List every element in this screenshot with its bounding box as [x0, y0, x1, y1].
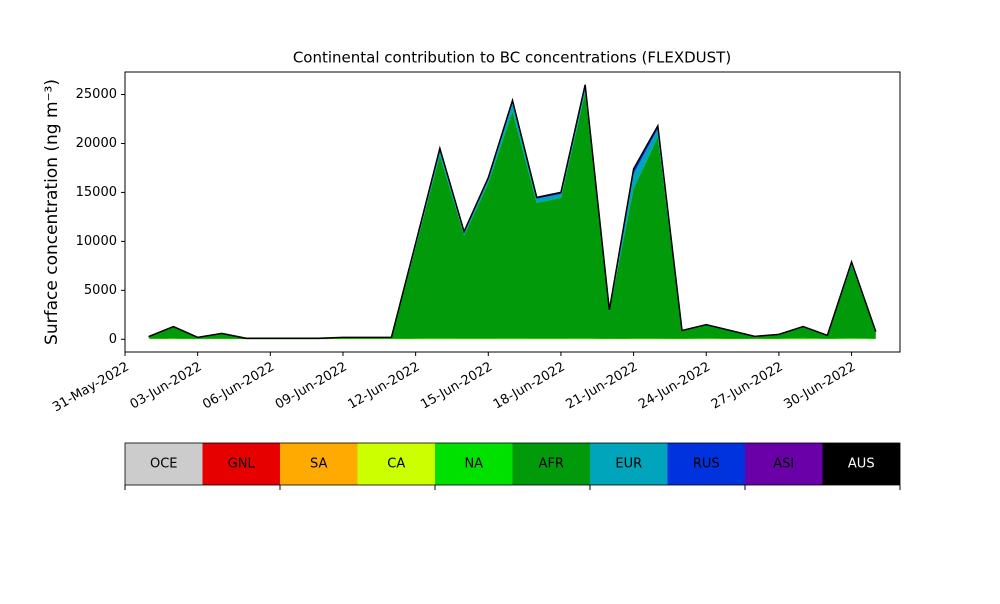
- x-tick-label: 31-May-2022: [50, 360, 132, 416]
- legend-label: AUS: [848, 457, 875, 472]
- legend-label: AFR: [539, 457, 564, 472]
- x-tick-label: 03-Jun-2022: [128, 360, 205, 413]
- y-tick-label: 0: [109, 332, 117, 347]
- y-tick-label: 5000: [84, 283, 117, 298]
- y-tick-label: 25000: [76, 87, 117, 102]
- x-tick-label: 30-Jun-2022: [781, 360, 858, 413]
- legend-label: SA: [310, 457, 327, 472]
- legend-label: ASI: [773, 457, 794, 472]
- y-tick-label: 20000: [76, 136, 117, 151]
- x-tick-label: 12-Jun-2022: [346, 360, 423, 413]
- x-tick-label: 15-Jun-2022: [418, 360, 495, 413]
- x-tick-label: 06-Jun-2022: [200, 360, 277, 413]
- y-axis-label: Surface concentration (ng m⁻³): [42, 79, 62, 345]
- area: [149, 93, 876, 339]
- y-tick-label: 15000: [76, 185, 117, 200]
- legend-label: EUR: [615, 457, 642, 472]
- legend-label: NA: [464, 457, 483, 472]
- chart-title: Continental contribution to BC concentra…: [293, 49, 731, 67]
- legend-label: CA: [387, 457, 405, 472]
- legend-label: RUS: [693, 457, 720, 472]
- x-tick-label: 18-Jun-2022: [491, 360, 568, 413]
- x-tick-label: 21-Jun-2022: [564, 360, 641, 413]
- y-tick-label: 10000: [76, 234, 117, 249]
- x-tick-label: 24-Jun-2022: [636, 360, 713, 413]
- x-tick-label: 09-Jun-2022: [273, 360, 350, 413]
- legend-label: OCE: [150, 457, 178, 472]
- legend-label: GNL: [228, 457, 256, 472]
- x-tick-label: 27-Jun-2022: [709, 360, 786, 413]
